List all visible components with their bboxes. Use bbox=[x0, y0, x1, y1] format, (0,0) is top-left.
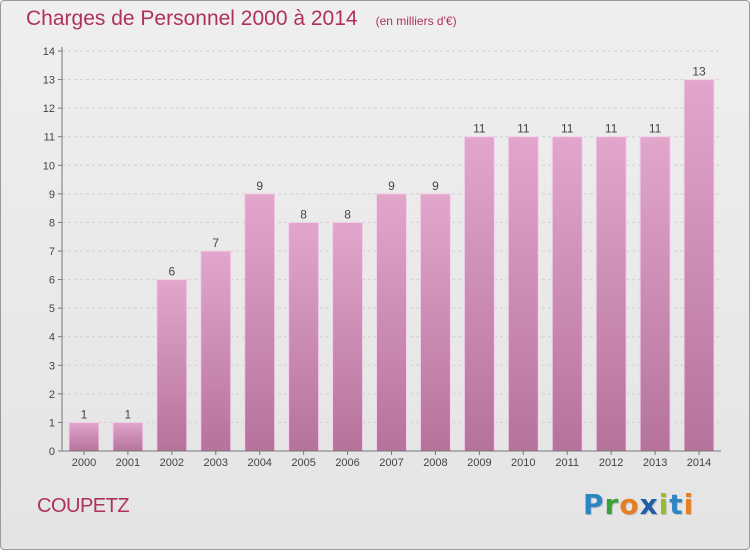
bar bbox=[288, 221, 320, 452]
logo-letter: P bbox=[583, 488, 605, 521]
bar-value-label: 1 bbox=[125, 407, 132, 421]
bar bbox=[112, 421, 144, 452]
x-tick-label: 2014 bbox=[687, 457, 711, 469]
y-tick-label: 2 bbox=[49, 389, 55, 401]
logo-letter: t bbox=[669, 488, 684, 521]
logo-letter: o bbox=[619, 488, 640, 521]
x-tick-label: 2003 bbox=[204, 457, 228, 469]
bar-value-label: 11 bbox=[517, 122, 530, 136]
x-tick-label: 2004 bbox=[247, 457, 271, 469]
bar bbox=[244, 193, 276, 452]
x-tick-label: 2009 bbox=[467, 457, 491, 469]
labels: 0123456789101112131412000120016200272003… bbox=[43, 46, 712, 469]
logo-letter: i bbox=[683, 488, 695, 521]
bar-value-label: 1 bbox=[81, 407, 88, 421]
x-tick-label: 2006 bbox=[335, 457, 359, 469]
y-tick-label: 1 bbox=[49, 417, 55, 429]
bar-value-label: 11 bbox=[561, 122, 574, 136]
bar-value-label: 6 bbox=[168, 265, 175, 279]
bar bbox=[68, 421, 100, 452]
y-tick-label: 0 bbox=[49, 446, 55, 458]
bar-value-label: 9 bbox=[388, 179, 395, 193]
x-tick-label: 2013 bbox=[643, 457, 667, 469]
x-tick-label: 2000 bbox=[72, 457, 96, 469]
bar bbox=[200, 250, 232, 452]
y-tick-label: 11 bbox=[44, 132, 55, 144]
bar-value-label: 11 bbox=[473, 122, 486, 136]
x-tick-label: 2005 bbox=[291, 457, 315, 469]
bar-value-label: 8 bbox=[300, 207, 307, 221]
x-tick-label: 2007 bbox=[379, 457, 403, 469]
bar-value-label: 9 bbox=[256, 179, 263, 193]
y-tick-label: 6 bbox=[49, 275, 55, 287]
bar bbox=[332, 221, 364, 452]
axes bbox=[58, 47, 721, 455]
bar bbox=[639, 136, 671, 452]
bar-value-label: 11 bbox=[649, 122, 662, 136]
x-tick-label: 2002 bbox=[160, 457, 184, 469]
y-tick-label: 8 bbox=[49, 217, 55, 229]
bar bbox=[376, 193, 407, 452]
x-tick-label: 2012 bbox=[599, 457, 623, 469]
bar-value-label: 11 bbox=[605, 122, 618, 136]
chart-title: Charges de Personnel 2000 à 2014 bbox=[26, 7, 358, 30]
logo-letter: i bbox=[658, 488, 670, 521]
x-tick-label: 2001 bbox=[116, 457, 140, 469]
bar bbox=[683, 79, 715, 452]
bar bbox=[463, 136, 495, 452]
logo-letter: x bbox=[639, 488, 659, 521]
x-tick-label: 2011 bbox=[555, 457, 579, 469]
bar bbox=[507, 136, 539, 452]
bar-value-label: 13 bbox=[692, 65, 706, 79]
y-tick-label: 13 bbox=[43, 75, 55, 87]
bar-value-label: 9 bbox=[432, 179, 439, 193]
bar-value-label: 8 bbox=[344, 207, 351, 221]
commune-name: COUPETZ bbox=[37, 495, 130, 517]
y-tick-label: 14 bbox=[43, 46, 55, 58]
y-tick-label: 10 bbox=[43, 160, 55, 172]
y-tick-label: 12 bbox=[43, 103, 55, 115]
y-tick-label: 3 bbox=[49, 360, 55, 372]
x-tick-label: 2010 bbox=[511, 457, 535, 469]
bar-value-label: 7 bbox=[212, 236, 219, 250]
y-tick-label: 7 bbox=[49, 246, 55, 258]
y-tick-label: 9 bbox=[49, 189, 55, 201]
chart-subtitle: (en milliers d'€) bbox=[375, 14, 457, 28]
x-tick-label: 2008 bbox=[423, 457, 447, 469]
bar bbox=[595, 136, 627, 452]
y-tick-label: 5 bbox=[49, 303, 55, 315]
bar bbox=[419, 193, 451, 452]
y-tick-label: 4 bbox=[49, 332, 55, 344]
title-block: Charges de Personnel 2000 à 2014 (en mil… bbox=[26, 7, 457, 37]
proxiti-logo[interactable]: Proxiti bbox=[583, 488, 694, 521]
logo-letter: r bbox=[604, 488, 620, 521]
bars bbox=[68, 79, 715, 452]
bar bbox=[156, 279, 188, 452]
bar bbox=[551, 136, 583, 452]
